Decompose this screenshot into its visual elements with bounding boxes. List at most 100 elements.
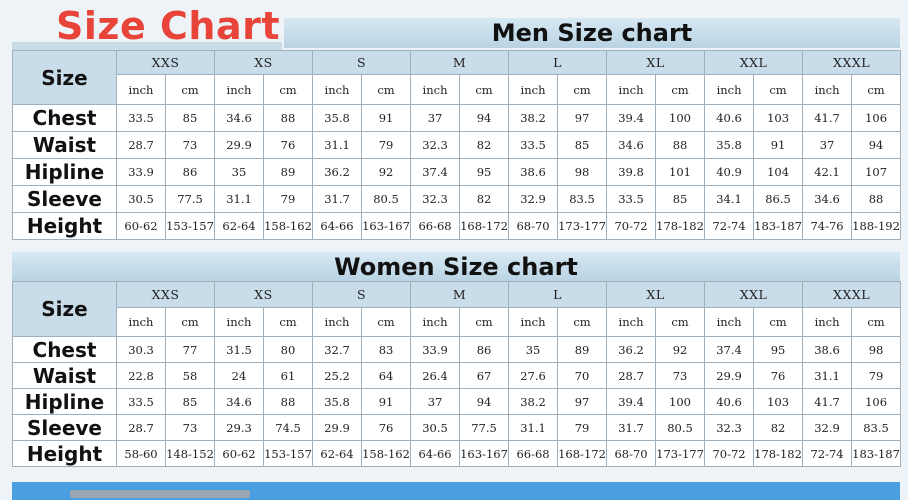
value-cell: 35.8 <box>312 104 362 132</box>
value-cell: 31.7 <box>312 185 362 213</box>
value-cell: 36.2 <box>606 336 657 363</box>
value-cell: 76 <box>263 131 313 159</box>
value-cell: 60-62 <box>214 440 264 467</box>
unit-label: cm <box>263 74 313 105</box>
measurement-label: Hipline <box>12 388 117 415</box>
value-cell: 168-172 <box>459 212 510 240</box>
size-label: XXXL <box>802 281 902 308</box>
unit-label: inch <box>116 307 166 337</box>
value-cell: 103 <box>753 104 804 132</box>
value-cell: 39.4 <box>606 388 657 415</box>
unit-label: inch <box>508 74 559 105</box>
unit-label: cm <box>263 307 313 337</box>
value-cell: 82 <box>459 131 510 159</box>
value-cell: 26.4 <box>410 362 461 389</box>
value-cell: 32.9 <box>508 185 559 213</box>
value-cell: 153-157 <box>165 212 215 240</box>
value-cell: 107 <box>851 158 902 186</box>
size-label: M <box>410 50 510 75</box>
value-cell: 34.6 <box>214 388 264 415</box>
value-cell: 40.9 <box>704 158 755 186</box>
scrollbar[interactable] <box>70 490 250 498</box>
men-section-title: Men Size chart <box>284 18 900 48</box>
value-cell: 80.5 <box>360 185 412 213</box>
value-cell: 58 <box>165 362 215 389</box>
value-cell: 88 <box>263 104 313 132</box>
value-cell: 178-182 <box>655 212 706 240</box>
value-cell: 94 <box>459 104 510 132</box>
value-cell: 40.6 <box>704 388 755 415</box>
unit-label: cm <box>360 74 412 105</box>
value-cell: 22.8 <box>116 362 166 389</box>
women-section-title: Women Size chart <box>12 252 900 282</box>
page-title: Size Chart <box>56 4 281 48</box>
unit-label: cm <box>753 307 804 337</box>
size-header-row: Size XXS XS S M L XL XXL XXXL <box>12 281 902 337</box>
size-label: XL <box>606 50 706 75</box>
size-label: XXS <box>116 281 215 308</box>
value-cell: 98 <box>557 158 608 186</box>
value-cell: 101 <box>655 158 706 186</box>
value-cell: 41.7 <box>802 104 853 132</box>
value-cell: 64-66 <box>312 212 362 240</box>
value-cell: 32.3 <box>704 414 755 441</box>
value-cell: 31.1 <box>214 185 264 213</box>
value-cell: 83 <box>360 336 412 363</box>
value-cell: 33.5 <box>606 185 657 213</box>
value-cell: 28.7 <box>606 362 657 389</box>
women-size-table: Size XXS XS S M L XL XXL XXXL inch cm inch cm inch cm i… <box>12 281 902 467</box>
value-cell: 31.7 <box>606 414 657 441</box>
size-label: XS <box>214 50 313 75</box>
value-cell: 79 <box>557 414 608 441</box>
value-cell: 83.5 <box>557 185 608 213</box>
size-label: XXL <box>704 50 804 75</box>
value-cell: 74.5 <box>263 414 313 441</box>
value-cell: 72-74 <box>802 440 853 467</box>
value-cell: 153-157 <box>263 440 313 467</box>
value-cell: 76 <box>753 362 804 389</box>
value-cell: 94 <box>851 131 902 159</box>
value-cell: 82 <box>753 414 804 441</box>
unit-label: inch <box>312 74 362 105</box>
value-cell: 29.9 <box>214 131 264 159</box>
measurement-label: Sleeve <box>12 185 117 213</box>
value-cell: 148-152 <box>165 440 215 467</box>
value-cell: 70-72 <box>606 212 657 240</box>
value-cell: 66-68 <box>508 440 559 467</box>
value-cell: 80 <box>263 336 313 363</box>
size-label: L <box>508 50 608 75</box>
value-cell: 29.9 <box>312 414 362 441</box>
value-cell: 183-187 <box>753 212 804 240</box>
value-cell: 24 <box>214 362 264 389</box>
value-cell: 33.5 <box>116 388 166 415</box>
value-cell: 163-167 <box>459 440 510 467</box>
unit-label: cm <box>557 307 608 337</box>
unit-label: inch <box>214 307 264 337</box>
size-column-header: Size <box>12 50 117 105</box>
value-cell: 86 <box>165 158 215 186</box>
value-cell: 62-64 <box>312 440 362 467</box>
unit-label: cm <box>851 74 902 105</box>
value-cell: 85 <box>557 131 608 159</box>
value-cell: 30.5 <box>410 414 461 441</box>
value-cell: 35.8 <box>312 388 362 415</box>
unit-label: inch <box>802 74 853 105</box>
unit-label: cm <box>557 74 608 105</box>
value-cell: 38.6 <box>508 158 559 186</box>
value-cell: 95 <box>753 336 804 363</box>
value-cell: 73 <box>165 414 215 441</box>
value-cell: 36.2 <box>312 158 362 186</box>
value-cell: 33.5 <box>508 131 559 159</box>
value-cell: 34.1 <box>704 185 755 213</box>
size-column-header: Size <box>12 281 117 337</box>
table-row: Chest 30.3 77 31.5 80 32.7 83 33.9 86 35 89 36.2 92 3… <box>12 336 902 363</box>
value-cell: 79 <box>851 362 902 389</box>
value-cell: 37 <box>802 131 853 159</box>
unit-label: inch <box>704 307 755 337</box>
size-label: XL <box>606 281 706 308</box>
value-cell: 37 <box>410 388 461 415</box>
table-row: Sleeve 28.7 73 29.3 74.5 29.9 76 30.5 77.5 31.1 79… <box>12 414 902 441</box>
unit-label: inch <box>606 307 657 337</box>
value-cell: 158-162 <box>263 212 313 240</box>
value-cell: 173-177 <box>557 212 608 240</box>
